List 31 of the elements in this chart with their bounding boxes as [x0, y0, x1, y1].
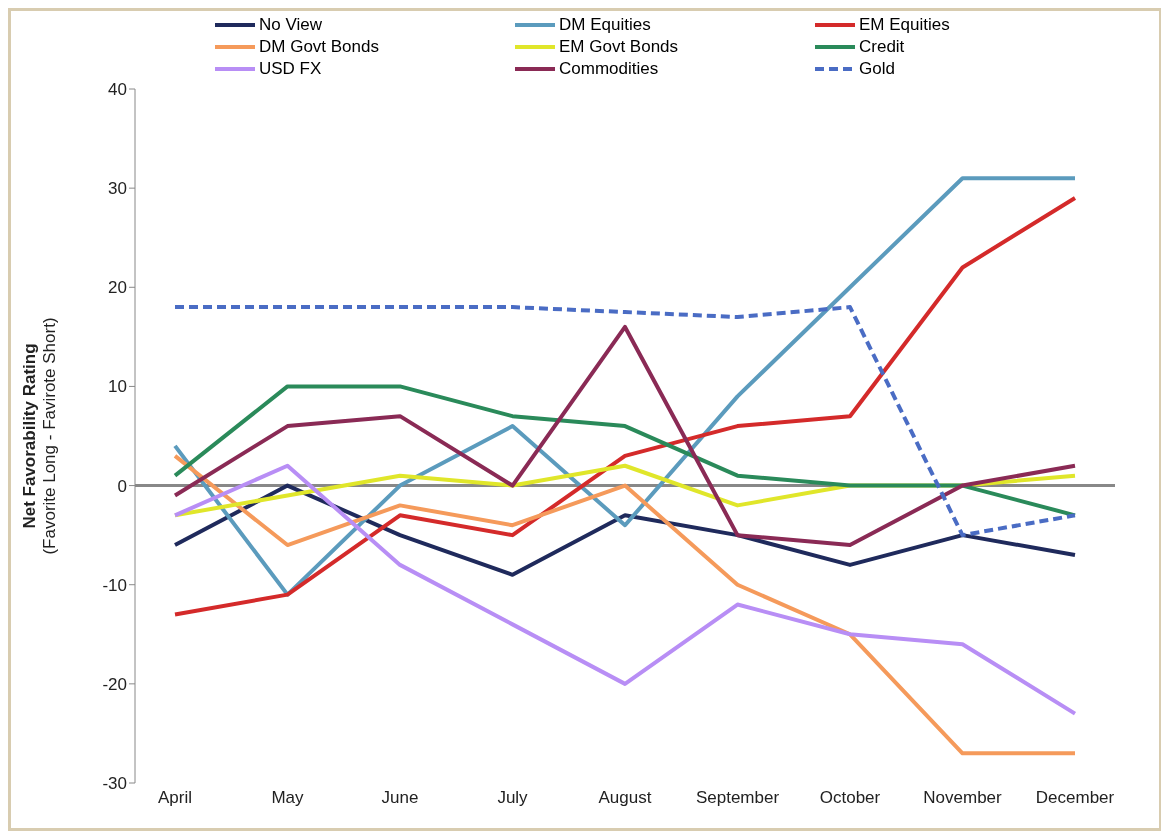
legend-label: DM Equities	[559, 15, 651, 35]
line-series	[173, 483, 1077, 577]
y-tick-label: -30	[102, 774, 127, 794]
legend-label: Commodities	[559, 59, 659, 79]
x-tick-label: November	[923, 788, 1003, 808]
legend-label: USD FX	[259, 59, 322, 79]
y-tick-label: -10	[102, 575, 127, 595]
legend-label: EM Govt Bonds	[559, 37, 679, 57]
y-tick-label: 10	[108, 377, 127, 397]
x-tick-label: December	[1035, 788, 1115, 808]
x-tick-label: May	[271, 788, 305, 808]
y-tick-label: 20	[108, 278, 127, 298]
line-series	[173, 384, 1077, 518]
legend-label: Gold	[859, 59, 895, 79]
y-axis-title: Net Favorability Rating (Favorite Long - Favirote Short)	[20, 317, 59, 555]
x-tick-label: August	[598, 788, 652, 808]
x-tick-label: April	[157, 788, 193, 808]
line-series	[173, 463, 1077, 716]
x-tick-label: October	[819, 788, 881, 808]
legend-label: Credit	[859, 37, 905, 57]
legend-label: No View	[259, 15, 322, 35]
legend-label: DM Govt Bonds	[259, 37, 379, 57]
y-tick-label: -20	[102, 674, 127, 694]
legend-label: EM Equities	[859, 15, 950, 35]
line-series	[173, 453, 1077, 756]
y-tick-label: 30	[108, 179, 127, 199]
y-tick-label: 0	[117, 476, 127, 496]
x-tick-label: June	[381, 788, 419, 808]
x-tick-label: July	[497, 788, 529, 808]
y-tick-label: 40	[108, 80, 127, 100]
x-tick-label: September	[695, 788, 780, 808]
